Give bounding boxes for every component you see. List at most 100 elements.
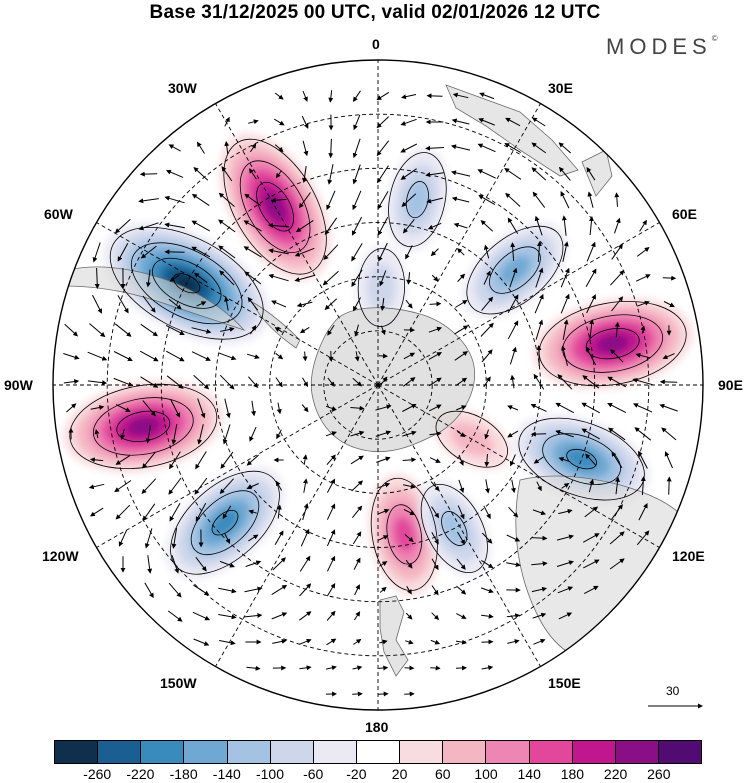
- wind-vector: [326, 454, 336, 466]
- south-america: [63, 266, 246, 331]
- wind-vector: [328, 90, 334, 103]
- wind-vector: [532, 191, 546, 208]
- wind-vector: [271, 612, 288, 620]
- wind-vector: [328, 138, 334, 159]
- wind-vector: [534, 293, 544, 314]
- wind-vector: [66, 403, 77, 413]
- wind-vector: [249, 143, 257, 153]
- wind-vector: [453, 222, 468, 229]
- wind-vector: [455, 377, 468, 387]
- wind-vector: [451, 196, 470, 203]
- wind-vector: [377, 508, 390, 515]
- wind-vector: [400, 118, 417, 126]
- wind-vector: [582, 533, 600, 543]
- wind-vector: [455, 639, 467, 645]
- anomaly-level: [367, 264, 396, 312]
- wind-vector: [586, 241, 596, 262]
- wind-vector: [193, 638, 210, 646]
- wind-vector: [193, 584, 210, 596]
- wind-vector: [274, 530, 284, 546]
- wind-vector: [640, 476, 646, 496]
- wind-vector: [481, 296, 494, 311]
- wind-vector: [243, 246, 262, 258]
- wind-vector: [589, 216, 594, 236]
- wind-vector: [171, 555, 180, 574]
- wind-vector: [560, 267, 570, 288]
- wind-vector: [268, 248, 289, 255]
- wind-vector: [456, 613, 467, 619]
- wind-vector: [246, 483, 259, 490]
- wind-vector: [324, 298, 338, 310]
- map-boundary: [52, 59, 704, 711]
- map-title: Base 31/12/2025 00 UTC, valid 02/01/2026…: [149, 2, 601, 23]
- wind-vector: [302, 377, 309, 388]
- wind-vector: [197, 398, 206, 419]
- wind-vector: [531, 117, 546, 127]
- wind-vector: [191, 220, 210, 232]
- wind-vector: [639, 219, 647, 232]
- wind-vector: [275, 480, 283, 491]
- wind-vector: [274, 144, 284, 153]
- wind-vector: [142, 451, 156, 469]
- wind-vector: [191, 327, 212, 334]
- wind-vector: [485, 479, 490, 494]
- lon-label-120e: 120E: [672, 548, 705, 564]
- wind-vector: [533, 456, 544, 464]
- wind-vector: [634, 427, 652, 441]
- wind-vector: [481, 613, 494, 619]
- wind-vector: [478, 118, 495, 126]
- wind-vector: [324, 217, 338, 236]
- wind-vector: [248, 376, 259, 389]
- wind-vector: [636, 300, 650, 307]
- colorbar-tick-label: 20: [391, 766, 408, 782]
- wind-vector: [220, 451, 234, 469]
- wind-vector: [117, 242, 129, 262]
- wind-vector: [557, 374, 573, 390]
- wind-vector: [248, 534, 259, 542]
- wind-vector: [168, 477, 182, 495]
- wind-vector: [402, 430, 417, 437]
- wind-vector: [302, 140, 309, 157]
- wind-vector: [480, 322, 494, 337]
- wind-vector: [301, 165, 307, 183]
- anomaly-level: [393, 516, 415, 553]
- wind-vector: [481, 349, 493, 363]
- wind-vector: [506, 534, 521, 542]
- wind-vector: [608, 427, 626, 441]
- contour-line: [152, 257, 222, 309]
- wind-vector: [350, 405, 365, 411]
- wind-vector: [587, 191, 594, 208]
- wind-vector: [218, 614, 237, 620]
- wind-vector: [191, 246, 211, 258]
- wind-vector: [377, 216, 389, 236]
- wind-vector: [479, 92, 495, 100]
- colorbar-tick-label: -220: [126, 766, 155, 782]
- wind-vector: [607, 402, 627, 414]
- wind-vector: [406, 272, 412, 285]
- wind-vector: [379, 639, 388, 645]
- wind-vector: [301, 404, 309, 413]
- wind-vector: [507, 639, 520, 644]
- wind-vector: [294, 247, 315, 257]
- wind-vector: [302, 503, 309, 521]
- wind-vector: [586, 294, 596, 314]
- wind-vector: [556, 534, 574, 541]
- wind-vector: [636, 530, 650, 546]
- wind-vector: [144, 528, 153, 549]
- wind-vector: [401, 193, 417, 207]
- wind-vector: [429, 301, 442, 307]
- wind-vector: [299, 555, 311, 572]
- wind-vector: [378, 376, 388, 388]
- wind-vector: [164, 195, 185, 204]
- wind-vector: [142, 295, 156, 313]
- wind-vector: [458, 454, 464, 466]
- contour-line: [211, 510, 239, 536]
- wind-vector: [457, 273, 466, 282]
- lon-label-60w: 60W: [44, 206, 73, 222]
- colorbar-segment: [529, 741, 573, 763]
- contour-line: [130, 242, 243, 325]
- wind-vector: [451, 170, 471, 177]
- wind-vector: [168, 144, 181, 152]
- wind-vector: [147, 555, 153, 574]
- wind-vector: [299, 583, 312, 597]
